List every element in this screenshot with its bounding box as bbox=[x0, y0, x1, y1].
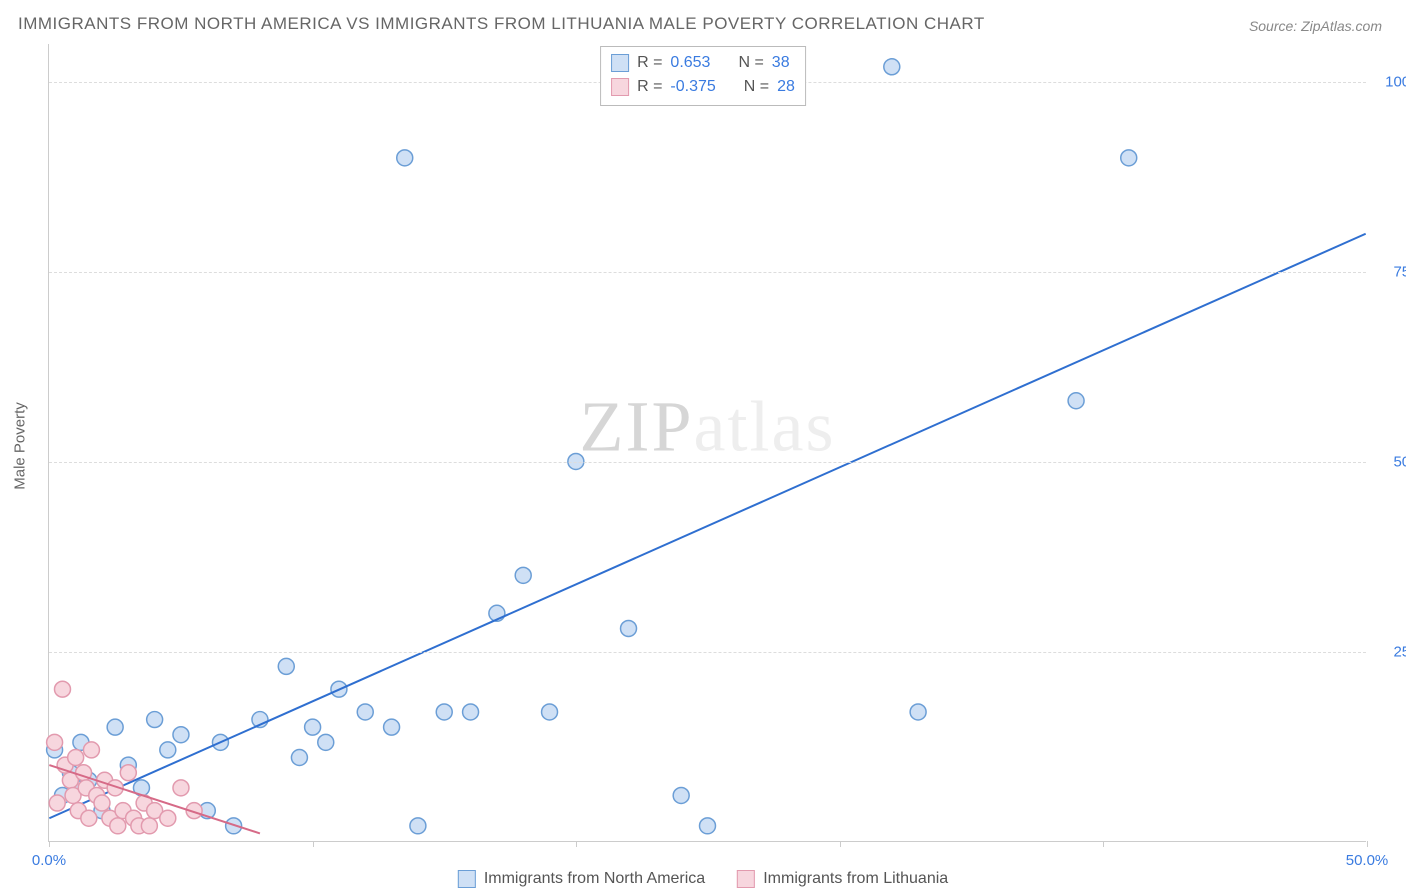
data-point[interactable] bbox=[173, 780, 189, 796]
data-point[interactable] bbox=[54, 681, 70, 697]
plot-area: ZIPatlas 25.0%50.0%75.0%100.0%0.0%50.0% bbox=[48, 44, 1366, 842]
x-tick-mark bbox=[49, 841, 50, 847]
x-tick-label: 0.0% bbox=[32, 852, 66, 869]
data-point[interactable] bbox=[621, 620, 637, 636]
data-point[interactable] bbox=[673, 787, 689, 803]
data-point[interactable] bbox=[47, 734, 63, 750]
data-point[interactable] bbox=[700, 818, 716, 834]
swatch-lithuania bbox=[611, 78, 629, 96]
data-point[interactable] bbox=[291, 750, 307, 766]
data-point[interactable] bbox=[147, 712, 163, 728]
data-point[interactable] bbox=[384, 719, 400, 735]
data-point[interactable] bbox=[173, 727, 189, 743]
data-point[interactable] bbox=[397, 150, 413, 166]
n-value-north-america: 38 bbox=[772, 51, 790, 75]
n-label: N = bbox=[738, 51, 763, 75]
data-point[interactable] bbox=[515, 567, 531, 583]
legend-item-north-america: Immigrants from North America bbox=[458, 870, 705, 888]
legend-item-lithuania: Immigrants from Lithuania bbox=[737, 870, 948, 888]
x-tick-mark bbox=[313, 841, 314, 847]
data-point[interactable] bbox=[83, 742, 99, 758]
legend-row-north-america: R = 0.653 N = 38 bbox=[611, 51, 795, 75]
r-value-lithuania: -0.375 bbox=[670, 75, 715, 99]
data-point[interactable] bbox=[318, 734, 334, 750]
source-attribution: Source: ZipAtlas.com bbox=[1249, 18, 1382, 34]
chart-svg bbox=[49, 44, 1366, 841]
data-point[interactable] bbox=[160, 810, 176, 826]
y-tick-label: 50.0% bbox=[1376, 454, 1406, 471]
data-point[interactable] bbox=[120, 765, 136, 781]
data-point[interactable] bbox=[357, 704, 373, 720]
data-point[interactable] bbox=[1121, 150, 1137, 166]
data-point[interactable] bbox=[81, 810, 97, 826]
x-tick-mark bbox=[1103, 841, 1104, 847]
correlation-legend: R = 0.653 N = 38 R = -0.375 N = 28 bbox=[600, 46, 806, 106]
r-value-north-america: 0.653 bbox=[670, 51, 710, 75]
gridline bbox=[49, 462, 1366, 463]
gridline bbox=[49, 272, 1366, 273]
data-point[interactable] bbox=[141, 818, 157, 834]
data-point[interactable] bbox=[1068, 393, 1084, 409]
trend-line bbox=[49, 234, 1365, 818]
x-tick-mark bbox=[576, 841, 577, 847]
data-point[interactable] bbox=[49, 795, 65, 811]
n-label: N = bbox=[744, 75, 769, 99]
r-label: R = bbox=[637, 51, 662, 75]
data-point[interactable] bbox=[410, 818, 426, 834]
x-tick-label: 50.0% bbox=[1346, 852, 1389, 869]
data-point[interactable] bbox=[463, 704, 479, 720]
y-tick-label: 100.0% bbox=[1376, 74, 1406, 91]
data-point[interactable] bbox=[94, 795, 110, 811]
x-tick-mark bbox=[840, 841, 841, 847]
data-point[interactable] bbox=[542, 704, 558, 720]
data-point[interactable] bbox=[160, 742, 176, 758]
data-point[interactable] bbox=[110, 818, 126, 834]
data-point[interactable] bbox=[305, 719, 321, 735]
gridline bbox=[49, 652, 1366, 653]
legend-label: Immigrants from Lithuania bbox=[763, 870, 948, 888]
chart-title: IMMIGRANTS FROM NORTH AMERICA VS IMMIGRA… bbox=[18, 14, 985, 34]
data-point[interactable] bbox=[884, 59, 900, 75]
data-point[interactable] bbox=[436, 704, 452, 720]
legend-row-lithuania: R = -0.375 N = 28 bbox=[611, 75, 795, 99]
y-tick-label: 25.0% bbox=[1376, 644, 1406, 661]
swatch-lithuania bbox=[737, 870, 755, 888]
legend-label: Immigrants from North America bbox=[484, 870, 705, 888]
bottom-legend: Immigrants from North America Immigrants… bbox=[458, 870, 948, 888]
swatch-north-america bbox=[611, 54, 629, 72]
data-point[interactable] bbox=[68, 750, 84, 766]
swatch-north-america bbox=[458, 870, 476, 888]
r-label: R = bbox=[637, 75, 662, 99]
data-point[interactable] bbox=[107, 719, 123, 735]
y-axis-label: Male Poverty bbox=[12, 402, 29, 490]
y-tick-label: 75.0% bbox=[1376, 264, 1406, 281]
data-point[interactable] bbox=[278, 658, 294, 674]
x-tick-mark bbox=[1367, 841, 1368, 847]
data-point[interactable] bbox=[910, 704, 926, 720]
n-value-lithuania: 28 bbox=[777, 75, 795, 99]
